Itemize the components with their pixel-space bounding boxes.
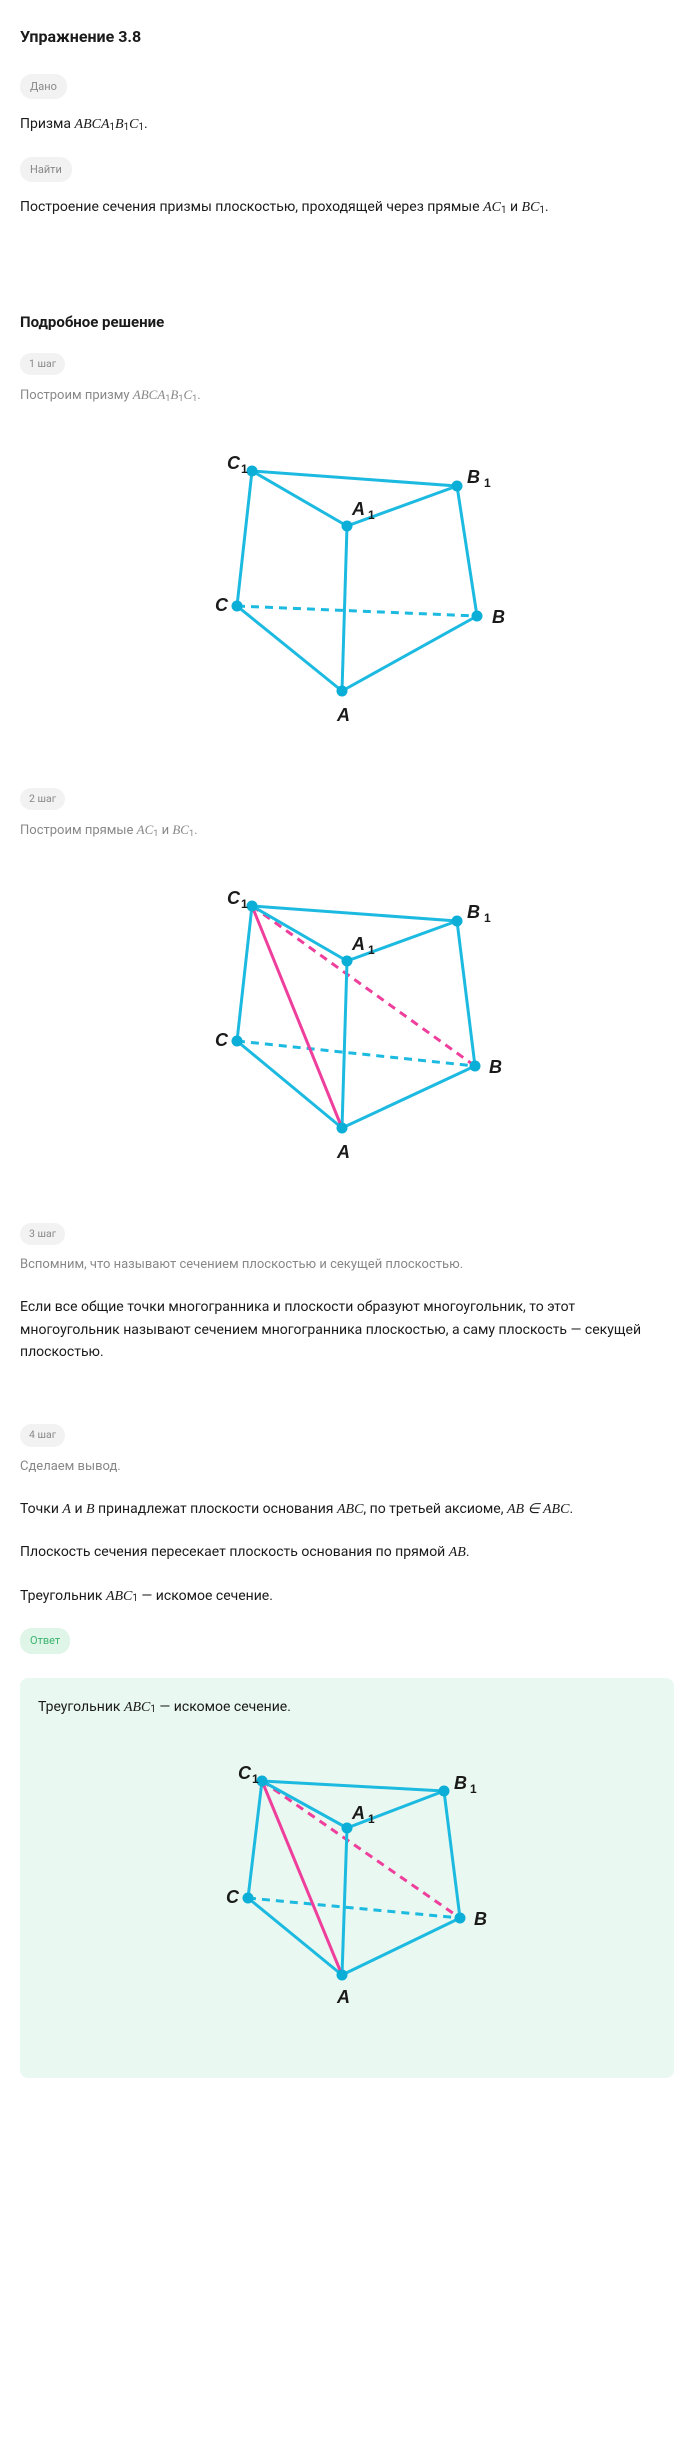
step-caption: Построим призму ABCA1B1C1. — [20, 385, 674, 407]
step-body-text: Если все общие точки многогранника и пло… — [20, 1296, 674, 1363]
svg-text:1: 1 — [241, 897, 248, 911]
svg-text:A: A — [351, 1803, 365, 1823]
svg-text:B: B — [467, 902, 480, 922]
svg-text:1: 1 — [470, 1782, 477, 1796]
svg-text:B: B — [454, 1773, 467, 1793]
solution-heading: Подробное решение — [20, 310, 674, 334]
answer-box: Треугольник ABC1 — искомое сечение. C1B1… — [20, 1678, 674, 2079]
svg-text:1: 1 — [241, 462, 248, 476]
given-label: Дано — [20, 74, 67, 100]
answer-figure: C1B1A1CBA — [38, 1743, 656, 2020]
step-body-text: Точки A и B принадлежат плоскости основа… — [20, 1498, 674, 1521]
svg-text:1: 1 — [484, 476, 491, 490]
svg-text:1: 1 — [368, 1812, 375, 1826]
step-label: 4 шаг — [20, 1424, 65, 1447]
svg-text:B: B — [467, 467, 480, 487]
svg-text:C: C — [215, 1030, 229, 1050]
step-caption: Вспомним, что называют сечением плоскост… — [20, 1255, 674, 1276]
step-caption: Сделаем вывод. — [20, 1457, 674, 1478]
find-text: Построение сечения призмы плоскостью, пр… — [20, 196, 674, 219]
svg-text:C: C — [215, 595, 229, 615]
step-caption: Построим прямые AC1 и BC1. — [20, 820, 674, 842]
answer-label: Ответ — [20, 1628, 70, 1654]
step-label: 3 шаг — [20, 1223, 65, 1246]
prism-figure: C1B1A1CBA — [20, 866, 674, 1173]
step-label: 2 шаг — [20, 788, 65, 811]
svg-text:1: 1 — [252, 1772, 259, 1786]
given-text: Призма ABCA1B1C1. — [20, 113, 674, 136]
svg-text:1: 1 — [368, 943, 375, 957]
svg-text:B: B — [489, 1057, 502, 1077]
step-body-text: Плоскость сечения пересекает плоскость о… — [20, 1541, 674, 1564]
svg-text:1: 1 — [368, 508, 375, 522]
step-body-text: Треугольник ABC1 — искомое сечение. — [20, 1585, 674, 1608]
svg-text:A: A — [351, 499, 365, 519]
find-label: Найти — [20, 157, 72, 183]
svg-text:A: A — [336, 1987, 350, 2007]
svg-text:C: C — [227, 888, 241, 908]
svg-text:A: A — [351, 934, 365, 954]
svg-text:C: C — [227, 453, 241, 473]
svg-text:C: C — [226, 1887, 240, 1907]
exercise-title: Упражнение 3.8 — [20, 24, 674, 50]
svg-text:A: A — [336, 705, 350, 725]
svg-text:B: B — [474, 1909, 487, 1929]
svg-text:1: 1 — [484, 911, 491, 925]
svg-text:C: C — [238, 1763, 252, 1783]
svg-text:B: B — [492, 607, 505, 627]
step-label: 1 шаг — [20, 353, 65, 376]
answer-text: Треугольник ABC1 — искомое сечение. — [38, 1696, 656, 1719]
prism-figure: C1B1A1CBA — [20, 431, 674, 738]
svg-text:A: A — [336, 1142, 350, 1162]
